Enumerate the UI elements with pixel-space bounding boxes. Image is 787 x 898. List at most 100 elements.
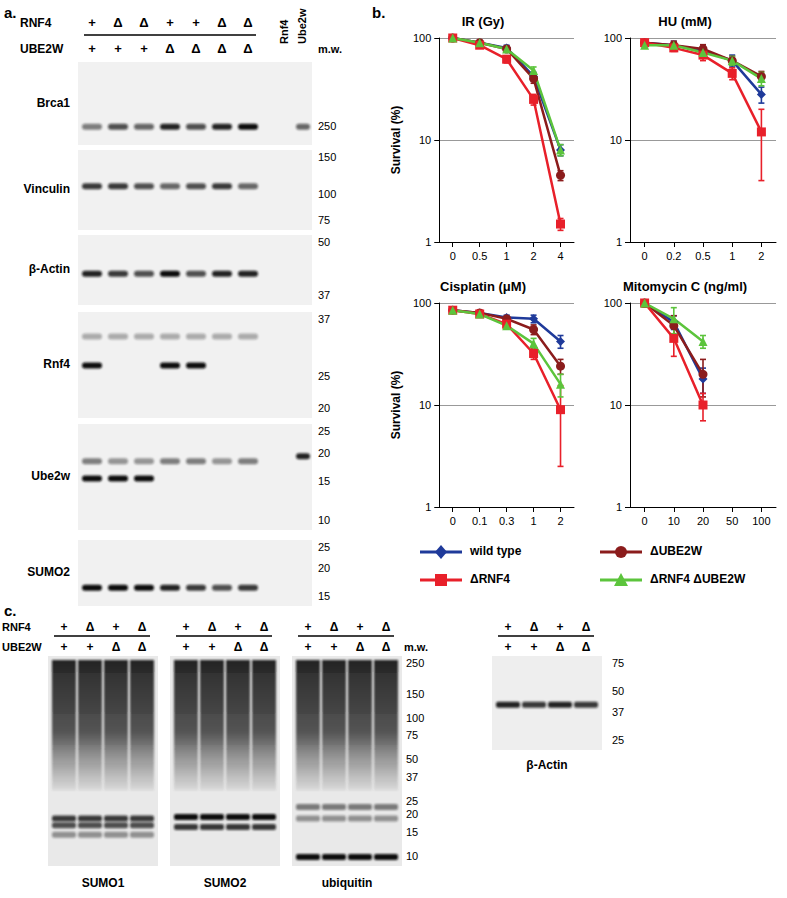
svg-text:+: + — [304, 620, 311, 634]
svg-text:37: 37 — [318, 289, 330, 301]
svg-text:+: + — [182, 640, 189, 654]
svg-text:+: + — [208, 640, 215, 654]
svg-text:+: + — [304, 640, 311, 654]
svg-text:25: 25 — [318, 425, 330, 437]
svg-text:Δ: Δ — [530, 620, 539, 634]
svg-text:SUMO2: SUMO2 — [27, 565, 70, 579]
svg-text:250: 250 — [406, 657, 424, 669]
svg-text:+: + — [88, 41, 96, 56]
svg-text:Δ: Δ — [382, 640, 391, 654]
svg-text:+: + — [504, 620, 511, 634]
svg-text:RNF4: RNF4 — [20, 16, 52, 30]
svg-text:2: 2 — [531, 250, 537, 262]
svg-text:150: 150 — [406, 688, 424, 700]
svg-text:Rnf4: Rnf4 — [43, 357, 70, 371]
svg-text:Mitomycin C (ng/ml): Mitomycin C (ng/ml) — [623, 279, 747, 294]
svg-text:0.1: 0.1 — [472, 515, 487, 527]
svg-text:a.: a. — [4, 4, 17, 21]
svg-text:0: 0 — [450, 250, 456, 262]
svg-text:UBE2W: UBE2W — [2, 641, 42, 653]
svg-text:IR (Gy): IR (Gy) — [462, 14, 505, 29]
svg-text:100: 100 — [318, 188, 336, 200]
svg-text:m.w.: m.w. — [318, 43, 342, 55]
svg-text:UBE2W: UBE2W — [20, 42, 64, 56]
svg-text:+: + — [166, 15, 174, 30]
svg-text:+: + — [504, 640, 511, 654]
svg-text:Ube2w: Ube2w — [296, 8, 308, 44]
svg-text:15: 15 — [318, 475, 330, 487]
svg-text:20: 20 — [406, 808, 418, 820]
svg-text:+: + — [114, 41, 122, 56]
svg-text:150: 150 — [318, 151, 336, 163]
svg-text:75: 75 — [406, 729, 418, 741]
svg-text:Δ: Δ — [582, 620, 591, 634]
svg-text:+: + — [330, 640, 337, 654]
svg-text:SUMO1: SUMO1 — [82, 876, 125, 890]
svg-text:SUMO2: SUMO2 — [204, 876, 247, 890]
svg-text:Δ: Δ — [260, 640, 269, 654]
svg-text:15: 15 — [318, 590, 330, 602]
svg-text:ΔRNF4: ΔRNF4 — [470, 572, 510, 586]
svg-text:20: 20 — [697, 515, 709, 527]
svg-text:β-Actin: β-Actin — [29, 262, 70, 276]
svg-text:1: 1 — [729, 250, 735, 262]
svg-text:+: + — [112, 620, 119, 634]
svg-text:20: 20 — [318, 447, 330, 459]
svg-text:Δ: Δ — [165, 41, 174, 56]
svg-text:Brca1: Brca1 — [37, 96, 71, 110]
svg-text:Δ: Δ — [208, 620, 217, 634]
svg-text:75: 75 — [612, 657, 624, 669]
svg-text:15: 15 — [406, 826, 418, 838]
svg-text:50: 50 — [406, 753, 418, 765]
svg-text:10: 10 — [419, 134, 431, 146]
svg-text:Survival (%): Survival (%) — [389, 106, 403, 175]
svg-text:Ube2w: Ube2w — [31, 469, 70, 483]
svg-text:+: + — [530, 640, 537, 654]
svg-text:20: 20 — [318, 402, 330, 414]
svg-text:1: 1 — [425, 236, 431, 248]
svg-text:25: 25 — [406, 795, 418, 807]
svg-text:1: 1 — [531, 515, 537, 527]
svg-text:Δ: Δ — [138, 620, 147, 634]
svg-text:+: + — [356, 620, 363, 634]
svg-text:wild type: wild type — [469, 544, 522, 558]
svg-text:37: 37 — [318, 313, 330, 325]
svg-text:+: + — [556, 620, 563, 634]
svg-text:Δ: Δ — [217, 41, 226, 56]
svg-text:Δ: Δ — [234, 640, 243, 654]
svg-text:25: 25 — [318, 541, 330, 553]
svg-text:HU (mM): HU (mM) — [658, 14, 711, 29]
svg-text:ΔRNF4 ΔUBE2W: ΔRNF4 ΔUBE2W — [650, 572, 746, 586]
svg-text:1: 1 — [425, 501, 431, 513]
svg-text:2: 2 — [557, 515, 563, 527]
svg-text:10: 10 — [419, 399, 431, 411]
svg-text:Δ: Δ — [217, 15, 226, 30]
svg-text:Rnf4: Rnf4 — [278, 19, 290, 44]
svg-text:100: 100 — [413, 297, 431, 309]
svg-text:0: 0 — [642, 250, 648, 262]
svg-text:10: 10 — [610, 399, 622, 411]
svg-text:+: + — [60, 620, 67, 634]
svg-text:+: + — [182, 620, 189, 634]
svg-text:10: 10 — [318, 514, 330, 526]
svg-text:0.2: 0.2 — [666, 250, 681, 262]
svg-text:4: 4 — [557, 250, 563, 262]
svg-text:Δ: Δ — [243, 41, 252, 56]
svg-text:Cisplatin (μM): Cisplatin (μM) — [440, 279, 526, 294]
svg-text:Δ: Δ — [243, 15, 252, 30]
svg-text:0: 0 — [450, 515, 456, 527]
svg-text:b.: b. — [372, 4, 385, 21]
svg-text:100: 100 — [752, 515, 770, 527]
svg-text:100: 100 — [604, 32, 622, 44]
svg-text:Δ: Δ — [138, 640, 147, 654]
svg-text:20: 20 — [318, 562, 330, 574]
svg-text:Δ: Δ — [382, 620, 391, 634]
svg-text:0.3: 0.3 — [499, 515, 514, 527]
svg-text:RNF4: RNF4 — [2, 621, 32, 633]
svg-text:0: 0 — [642, 515, 648, 527]
svg-text:1: 1 — [616, 236, 622, 248]
svg-text:Δ: Δ — [260, 620, 269, 634]
svg-text:0.5: 0.5 — [472, 250, 487, 262]
svg-text:10: 10 — [406, 850, 418, 862]
svg-text:Δ: Δ — [139, 15, 148, 30]
